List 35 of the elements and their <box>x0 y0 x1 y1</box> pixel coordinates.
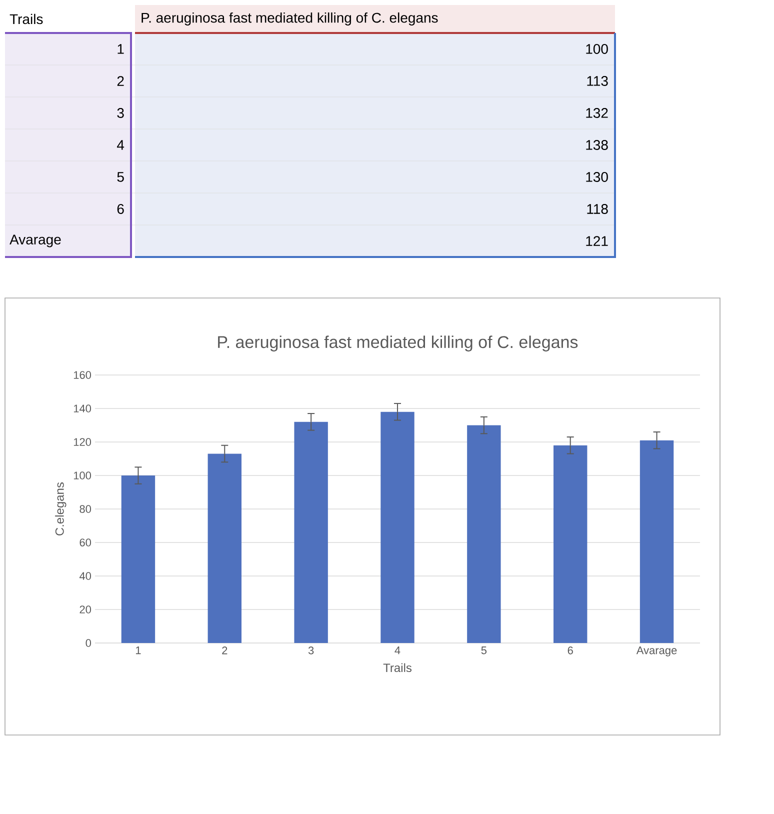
y-tick-label: 60 <box>80 538 92 546</box>
x-tick-label: 6 <box>568 646 573 654</box>
text: 132 <box>586 108 608 118</box>
category-label: 1 <box>118 44 124 54</box>
text: 138 <box>586 140 608 150</box>
chart-title: P. aeruginosa fast mediated killing of C. elegans <box>142 12 438 26</box>
y-axis-title: C.elegans <box>55 482 66 536</box>
y-tick-label: 40 <box>79 572 92 580</box>
y-tick-label: 80 <box>80 505 92 513</box>
y-tick-label: 0 <box>86 639 92 647</box>
text: Trails <box>10 14 43 24</box>
x-tick-label: 5 <box>481 646 487 654</box>
x-axis-title: Trails <box>383 663 412 672</box>
x-tick-label: 4 <box>394 646 400 654</box>
text: 118 <box>587 204 608 214</box>
y-tick-label: 140 <box>74 404 92 412</box>
y-tick-label: 120 <box>74 438 92 446</box>
chart-title: P. aeruginosa fast mediated killing of C. elegans <box>218 336 578 352</box>
x-tick-label: 1 <box>136 646 141 654</box>
category-label: 6 <box>117 204 124 214</box>
text: 130 <box>586 172 608 182</box>
x-tick-label: 3 <box>308 646 314 654</box>
y-tick-label: 20 <box>80 606 92 614</box>
category-label: 4 <box>116 140 124 150</box>
text: 121 <box>586 236 608 246</box>
text: 100 <box>586 44 608 54</box>
y-tick-label: 100 <box>74 472 92 480</box>
x-tick-label: Avarage <box>636 646 677 656</box>
y-tick-label: 160 <box>74 371 92 379</box>
category-label: 2 <box>117 76 124 86</box>
x-tick-label: 2 <box>222 646 228 654</box>
category-label: Avarage <box>10 234 61 248</box>
category-label: 5 <box>117 172 124 182</box>
text: 113 <box>587 76 608 86</box>
category-label: 3 <box>117 108 124 118</box>
